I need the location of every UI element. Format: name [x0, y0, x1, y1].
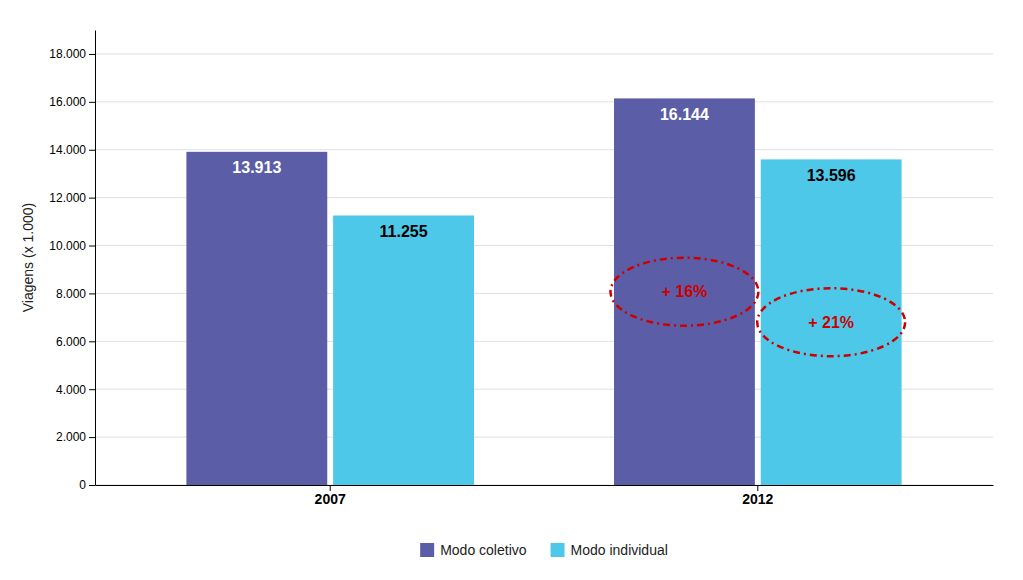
legend-item: Modo coletivo — [420, 542, 527, 558]
y-tick: 10.000 — [49, 239, 95, 253]
legend-label: Modo coletivo — [440, 542, 527, 558]
chart: 0 2.000 4.000 6.000 8.000 10.000 12.000 14.000 1… — [0, 0, 1023, 580]
annotation-text: + 16% — [662, 283, 708, 300]
y-tick-mark — [89, 437, 95, 438]
y-tick-mark — [89, 293, 95, 294]
grid-line — [95, 149, 993, 150]
grid — [95, 54, 993, 485]
x-axis: 2007 2012 — [96, 485, 994, 507]
annotation: + 16% — [658, 281, 712, 302]
y-tick: 6.000 — [56, 335, 95, 349]
annotation-ellipse — [610, 258, 758, 326]
y-tick: 2.000 — [56, 430, 95, 444]
y-tick-mark — [89, 485, 95, 486]
x-axis-line — [96, 485, 994, 486]
annotation-background — [658, 281, 712, 302]
x-tick-label: 2007 — [315, 491, 346, 507]
legend: Modo coletivo Modo individual — [420, 542, 668, 558]
y-tick-mark — [89, 198, 95, 199]
x-tick: 2007 — [315, 485, 346, 507]
y-tick-label: 18.000 — [49, 47, 86, 61]
legend-swatch — [551, 543, 565, 557]
y-tick: 14.000 — [49, 143, 95, 157]
y-tick-label: 16.000 — [49, 95, 86, 109]
y-tick-label: 8.000 — [56, 287, 86, 301]
y-tick-label: 12.000 — [49, 191, 86, 205]
y-tick-label: 2.000 — [56, 430, 86, 444]
y-tick-mark — [89, 102, 95, 103]
legend-swatch — [420, 543, 434, 557]
annotation-text: + 21% — [808, 314, 854, 331]
y-tick: 16.000 — [49, 95, 95, 109]
data-labels: 13.913 16.144 11.255 13.596 — [232, 106, 855, 240]
y-tick: 12.000 — [49, 191, 95, 205]
legend-item: Modo individual — [551, 542, 668, 558]
grid-line — [95, 101, 993, 102]
y-tick: 8.000 — [56, 287, 95, 301]
data-label: 13.913 — [232, 159, 281, 176]
y-tick: 4.000 — [56, 383, 95, 397]
y-tick-mark — [89, 54, 95, 55]
y-tick-label: 4.000 — [56, 383, 86, 397]
x-tick: 2012 — [742, 485, 773, 507]
data-label: 16.144 — [660, 106, 709, 123]
x-tick-label: 2012 — [742, 491, 773, 507]
bar — [333, 215, 474, 485]
y-tick-label: 0 — [79, 478, 86, 492]
grid-line — [95, 53, 993, 54]
annotation-background — [804, 312, 858, 333]
annotation: + 21% — [804, 312, 858, 333]
y-tick-mark — [89, 389, 95, 390]
bar — [761, 159, 902, 485]
annotation-ellipse — [757, 288, 905, 356]
data-label: 11.255 — [380, 223, 428, 240]
data-label: 13.596 — [807, 167, 856, 184]
y-axis: 0 2.000 4.000 6.000 8.000 10.000 12.000 14.000 1… — [49, 31, 95, 493]
y-tick-mark — [89, 341, 95, 342]
y-tick-mark — [89, 150, 95, 151]
y-tick-mark — [89, 246, 95, 247]
y-tick: 0 — [79, 478, 95, 492]
bar — [614, 98, 755, 485]
annotations: + 16% + 21% — [610, 258, 905, 357]
y-tick-label: 6.000 — [56, 335, 86, 349]
y-tick-label: 14.000 — [49, 143, 86, 157]
bar — [186, 152, 327, 485]
legend-label: Modo individual — [571, 542, 668, 558]
y-axis-line — [95, 31, 96, 486]
bar-series — [333, 159, 901, 485]
y-axis-title: Viagens (x 1.000) — [20, 203, 36, 312]
bar-series — [186, 98, 754, 485]
y-tick-label: 10.000 — [49, 239, 86, 253]
y-tick: 18.000 — [49, 47, 95, 61]
